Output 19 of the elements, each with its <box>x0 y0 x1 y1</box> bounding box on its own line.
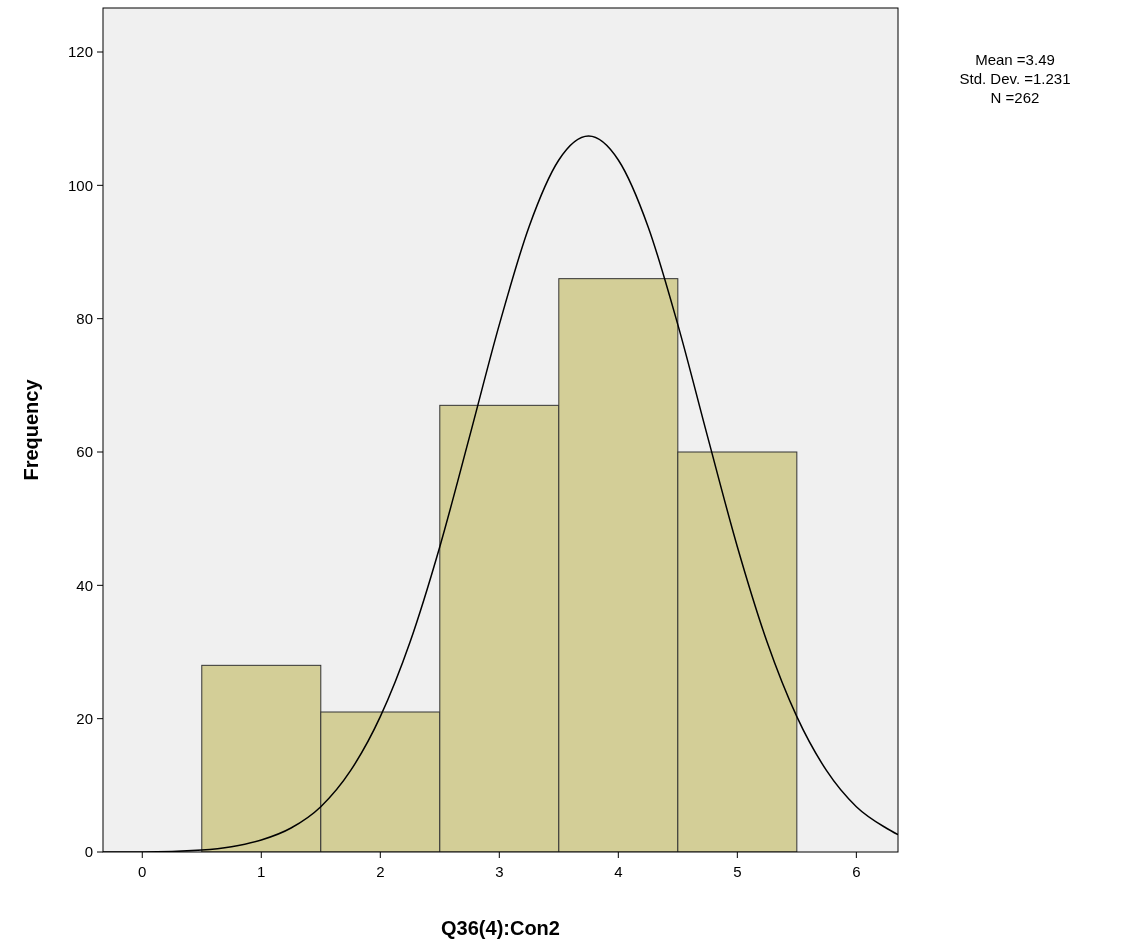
y-axis-title: Frequency <box>20 378 42 481</box>
x-tick-label: 2 <box>376 863 385 880</box>
y-tick-label: 100 <box>67 176 93 194</box>
x-tick-label: 0 <box>138 863 147 880</box>
y-tick-label: 40 <box>76 576 93 594</box>
y-tick-label: 80 <box>76 309 93 327</box>
x-axis-title: Q36(4):Con2 <box>441 917 560 939</box>
y-tick-label: 0 <box>84 843 93 861</box>
x-tick-label: 1 <box>257 863 266 880</box>
y-tick-label: 20 <box>76 709 93 727</box>
x-tick-label: 3 <box>495 863 504 880</box>
x-tick-label: 6 <box>852 863 861 880</box>
y-tick-label: 60 <box>76 443 93 461</box>
text: N =262 <box>990 89 1040 106</box>
text: Mean =3.49 <box>975 51 1055 68</box>
x-tick-label: 4 <box>614 863 623 880</box>
text: Std. Dev. =1.231 <box>959 70 1071 87</box>
y-tick-label: 120 <box>67 43 93 61</box>
x-tick-label: 5 <box>733 863 742 880</box>
